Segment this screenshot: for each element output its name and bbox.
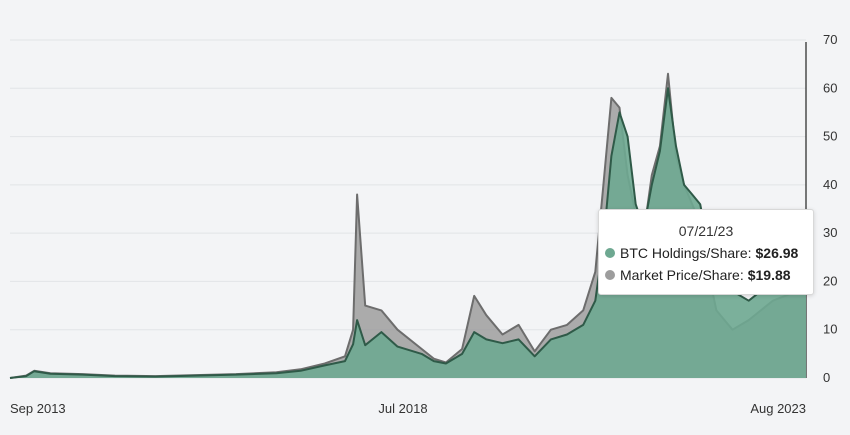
x-tick-label: Sep 2013 xyxy=(10,401,66,416)
x-tick-label: Jul 2018 xyxy=(378,401,427,416)
chart-tooltip: 07/21/23 BTC Holdings/Share: $26.98 Mark… xyxy=(598,209,814,295)
y-tick-label: 20 xyxy=(823,273,837,288)
y-tick-label: 10 xyxy=(823,322,837,337)
tooltip-row-market-price: Market Price/Share: $19.88 xyxy=(605,267,813,283)
y-tick-label: 0 xyxy=(823,370,830,385)
legend-dot-market-price xyxy=(605,270,615,280)
tooltip-label-btc-holdings: BTC Holdings/Share: xyxy=(620,245,752,261)
tooltip-date: 07/21/23 xyxy=(678,223,734,239)
y-tick-label: 30 xyxy=(823,225,837,240)
y-tick-label: 70 xyxy=(823,32,837,47)
series-area-0 xyxy=(10,88,806,379)
y-tick-label: 60 xyxy=(823,80,837,95)
legend-dot-btc-holdings xyxy=(605,248,615,258)
x-tick-label: Aug 2023 xyxy=(750,401,806,416)
tooltip-value-btc-holdings: $26.98 xyxy=(755,245,799,261)
tooltip-value-market-price: $19.88 xyxy=(747,267,791,283)
tooltip-row-btc-holdings: BTC Holdings/Share: $26.98 xyxy=(605,245,813,261)
y-tick-label: 50 xyxy=(823,129,837,144)
y-tick-label: 40 xyxy=(823,177,837,192)
tooltip-label-market-price: Market Price/Share: xyxy=(620,267,744,283)
